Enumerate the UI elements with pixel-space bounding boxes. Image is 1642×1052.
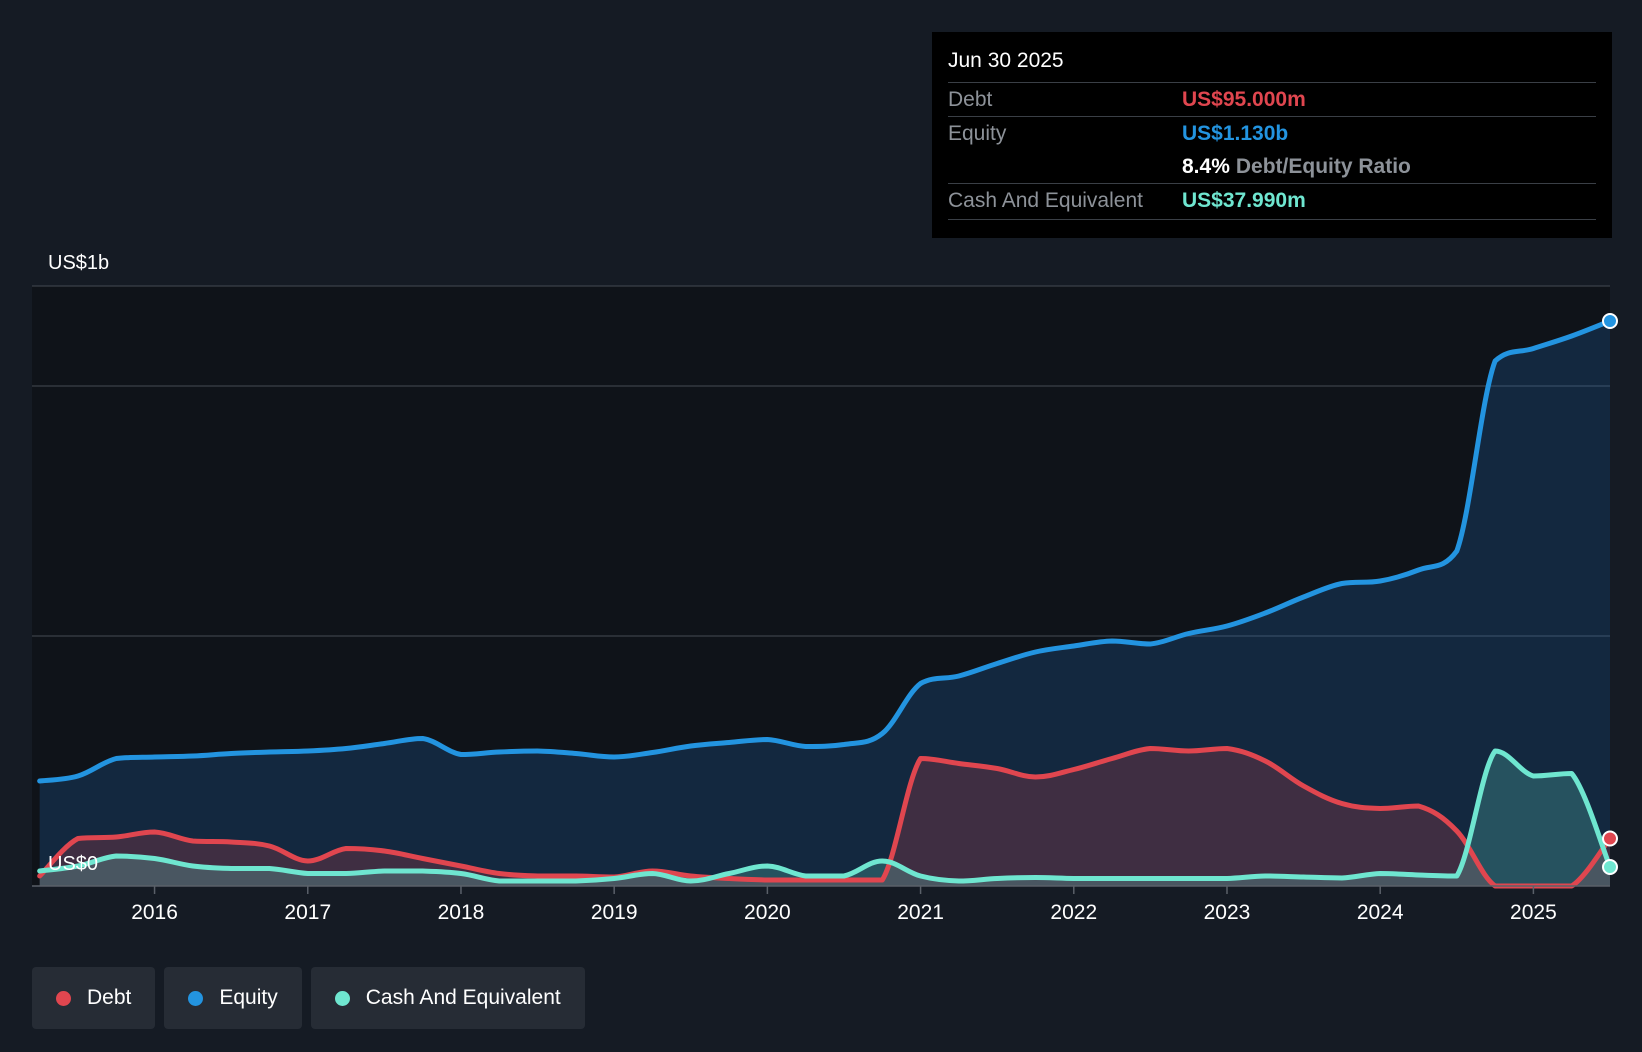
data-tooltip: Jun 30 2025 Debt US$95.000m Equity US$1.… bbox=[932, 32, 1612, 238]
tooltip-equity-value: US$1.130b bbox=[1182, 121, 1289, 145]
chart-legend: Debt Equity Cash And Equivalent bbox=[32, 967, 585, 1029]
legend-label-cash: Cash And Equivalent bbox=[365, 986, 561, 1009]
tooltip-ratio-label: Debt/Equity Ratio bbox=[1235, 154, 1411, 178]
x-tick-label-2019: 2019 bbox=[591, 901, 638, 924]
x-tick-label-2017: 2017 bbox=[284, 901, 331, 924]
tooltip-equity-row: Equity US$1.130b bbox=[948, 116, 1596, 150]
x-tick-label-2022: 2022 bbox=[1050, 901, 1097, 924]
end-dot-equity bbox=[1602, 313, 1618, 329]
tooltip-debt-row: Debt US$95.000m bbox=[948, 82, 1596, 116]
gridlines bbox=[32, 285, 1610, 637]
tooltip-cash-label: Cash And Equivalent bbox=[948, 188, 1143, 212]
end-dot-cash-and-equivalent bbox=[1602, 859, 1618, 875]
legend-dot-debt bbox=[56, 990, 71, 1006]
legend-dot-cash bbox=[334, 990, 350, 1006]
x-tick-label-2024: 2024 bbox=[1357, 901, 1404, 924]
legend-item-cash[interactable]: Cash And Equivalent bbox=[310, 967, 585, 1029]
tooltip-cash-row: Cash And Equivalent US$37.990m bbox=[948, 183, 1596, 217]
y-axis-label-max: US$1b bbox=[48, 252, 109, 274]
tooltip-equity-label: Equity bbox=[948, 121, 1007, 145]
series-lines bbox=[37, 318, 1613, 889]
tooltip-debt-label: Debt bbox=[948, 87, 993, 111]
area-debt bbox=[39, 748, 1611, 886]
legend-label-equity: Equity bbox=[219, 986, 278, 1009]
x-tick-label-2025: 2025 bbox=[1510, 901, 1557, 924]
tooltip-date: Jun 30 2025 bbox=[948, 49, 1064, 72]
area-cash-and-equivalent bbox=[39, 751, 1611, 886]
x-tick-label-2021: 2021 bbox=[897, 901, 944, 924]
area-equity bbox=[39, 321, 1611, 886]
legend-item-debt[interactable]: Debt bbox=[32, 967, 156, 1029]
line-cash-and-equivalent bbox=[37, 748, 1613, 884]
legend-item-equity[interactable]: Equity bbox=[164, 967, 302, 1029]
legend-dot-equity bbox=[188, 990, 204, 1006]
series-areas bbox=[39, 321, 1611, 886]
end-dot-debt bbox=[1602, 830, 1618, 847]
x-tick-label-2016: 2016 bbox=[131, 901, 178, 924]
tooltip-divider bbox=[948, 219, 1596, 220]
x-tick-label-2023: 2023 bbox=[1204, 901, 1251, 924]
x-tick-label-2018: 2018 bbox=[438, 901, 485, 924]
tooltip-cash-value: US$37.990m bbox=[1182, 188, 1306, 212]
x-tick-label-2020: 2020 bbox=[744, 901, 791, 924]
x-axis-ticks: 2016 2017 2018 2019 2020 2021 2022 2023 2024 2025 bbox=[131, 886, 1557, 924]
tooltip-ratio-value: 8.4% bbox=[1182, 154, 1230, 178]
tooltip-ratio-row: 8.4% Debt/Equity Ratio bbox=[948, 150, 1596, 183]
tooltip-debt-value: US$95.000m bbox=[1182, 87, 1306, 111]
legend-label-debt: Debt bbox=[87, 986, 132, 1009]
y-axis-label-zero: US$0 bbox=[48, 853, 98, 875]
series-end-markers bbox=[1602, 313, 1618, 875]
line-debt bbox=[37, 746, 1613, 889]
line-equity bbox=[37, 318, 1613, 784]
